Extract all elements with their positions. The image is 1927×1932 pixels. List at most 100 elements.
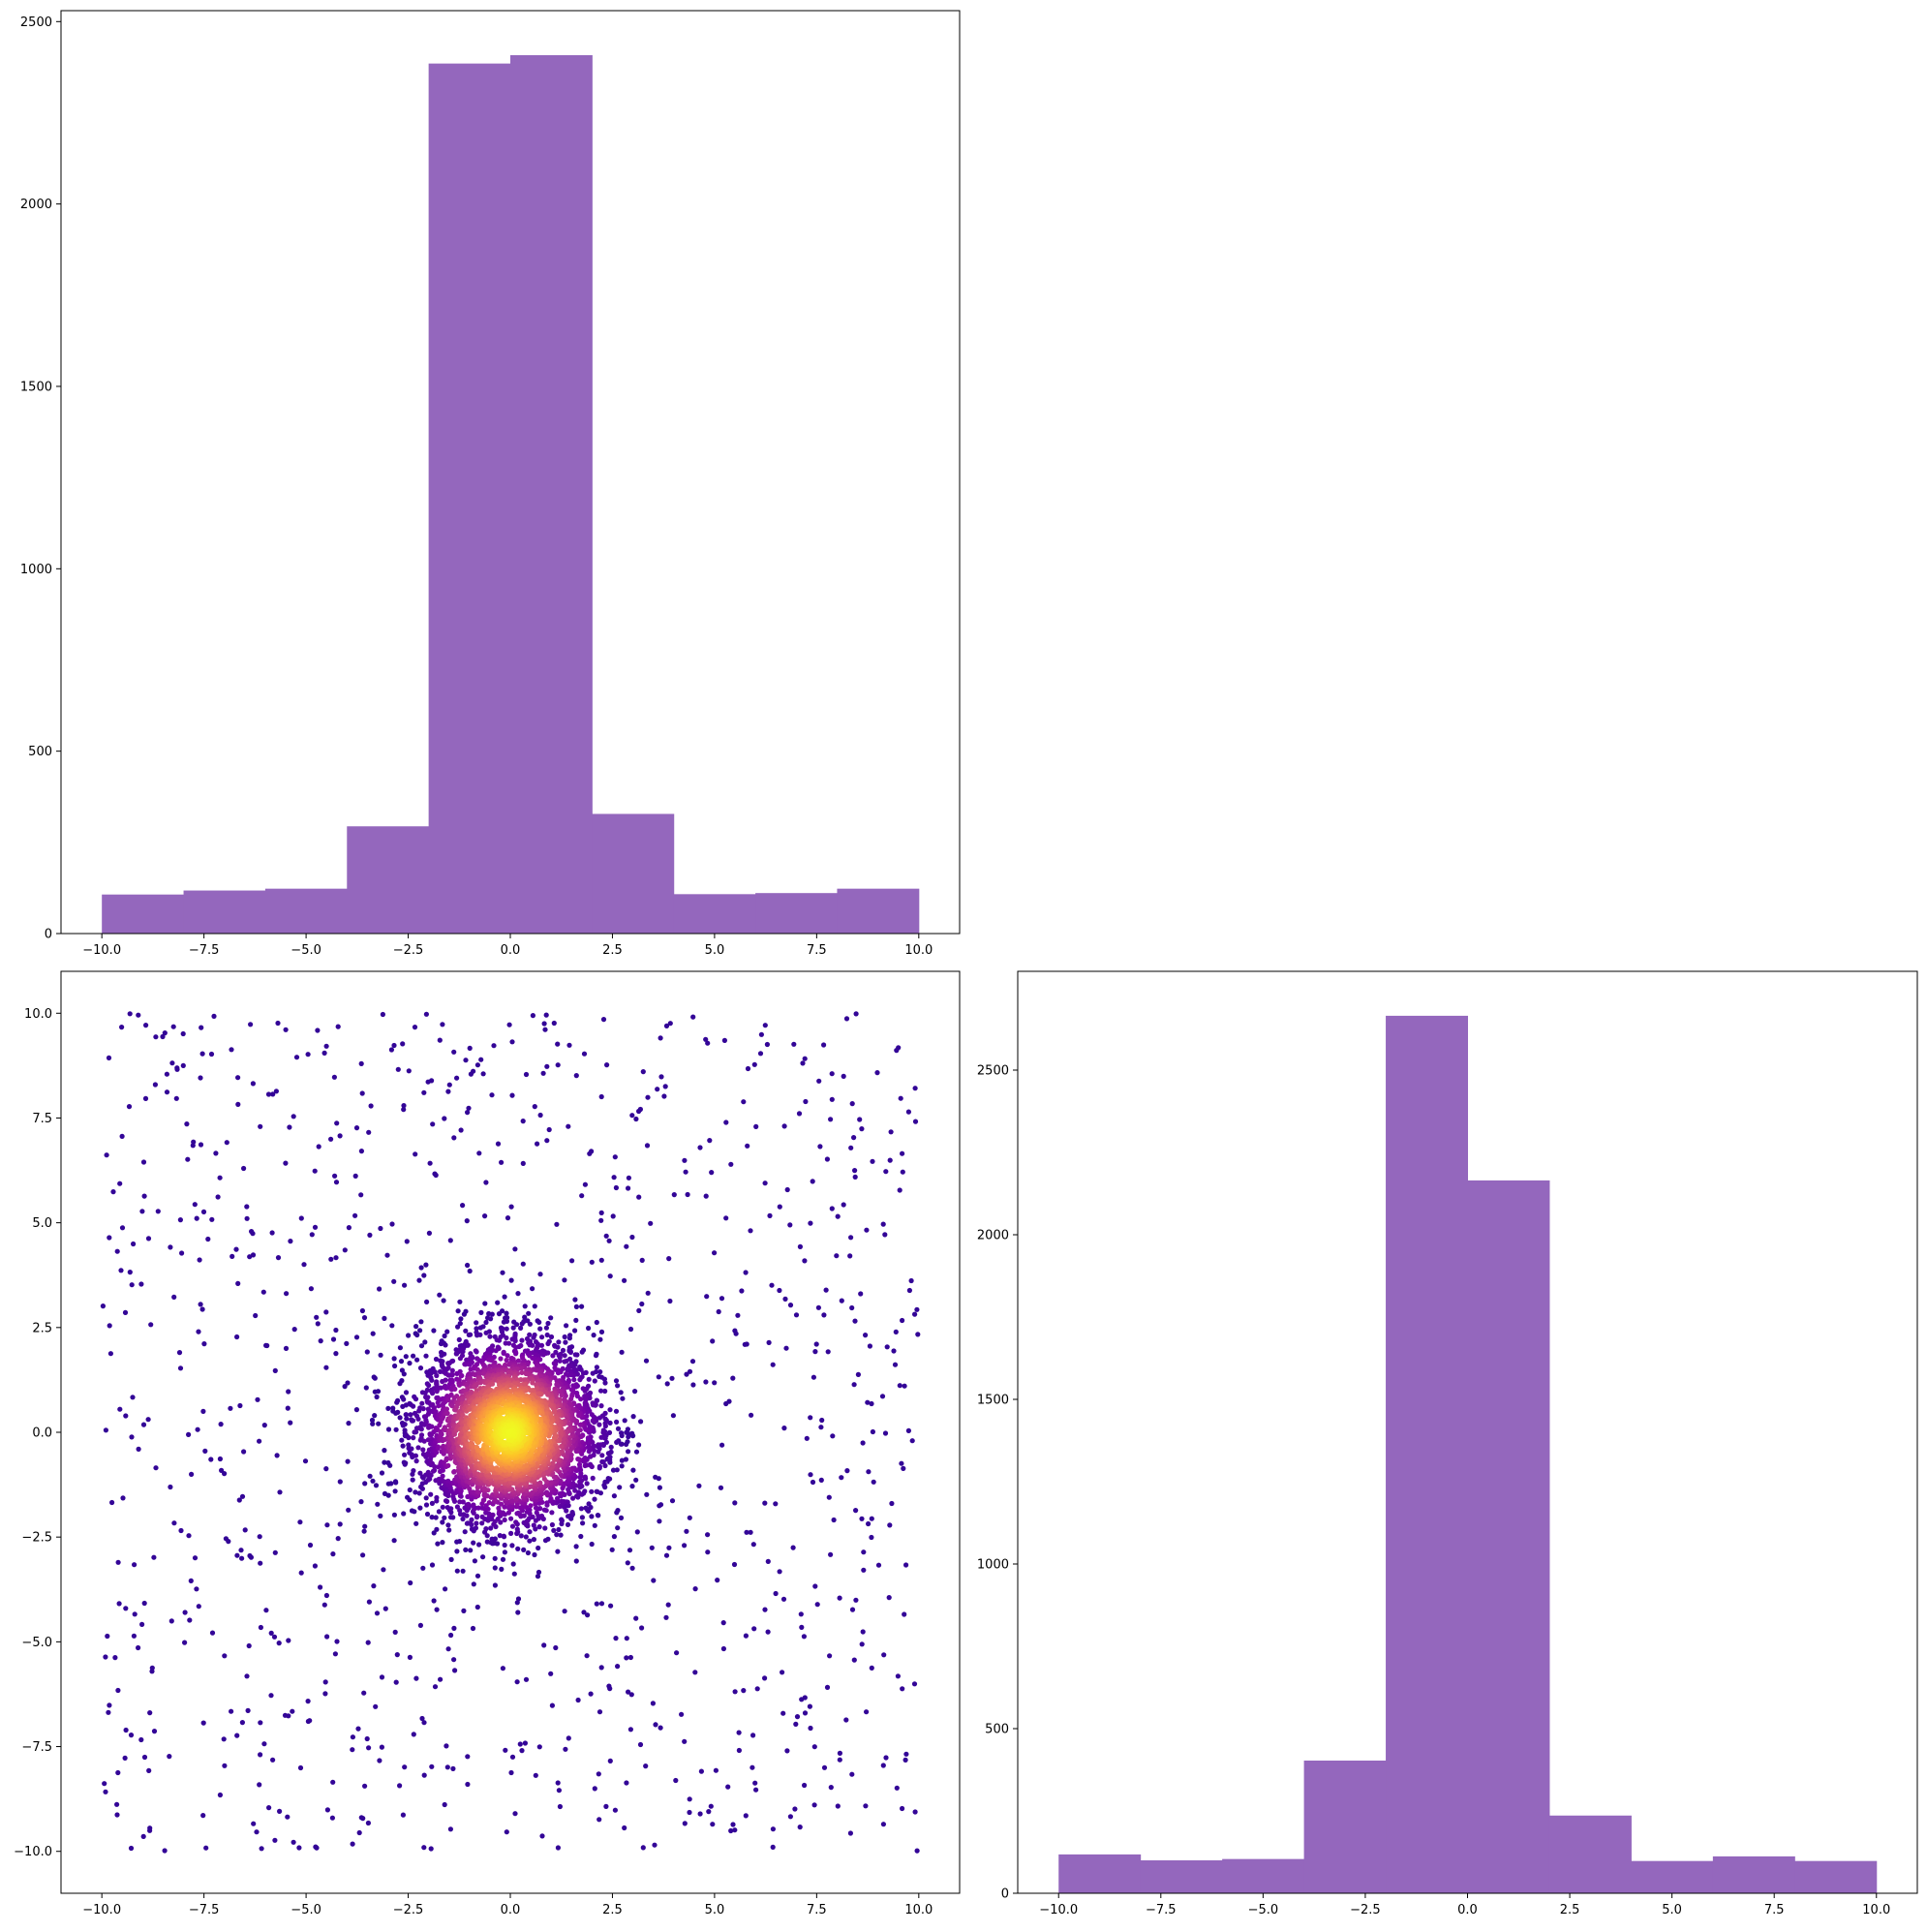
scatter-point	[511, 1561, 516, 1566]
scatter-point	[457, 1337, 462, 1342]
scatter-point	[392, 1364, 397, 1368]
scatter-point	[102, 1781, 107, 1786]
scatter-point	[763, 1023, 768, 1027]
scatter-point	[475, 1574, 480, 1579]
top-histogram-ytick-label: 1500	[20, 380, 52, 394]
scatter-point	[463, 1548, 468, 1552]
scatter-point	[422, 1773, 427, 1778]
scatter-point	[402, 1371, 407, 1376]
scatter-point	[153, 1082, 158, 1087]
scatter-point	[825, 1685, 830, 1690]
scatter-point	[585, 1481, 590, 1486]
scatter-point	[629, 1113, 634, 1118]
scatter-point	[243, 1527, 248, 1532]
scatter-point	[788, 1303, 793, 1307]
scatter-point	[900, 1151, 904, 1156]
scatter-point	[657, 1518, 661, 1523]
scatter-point	[167, 1754, 171, 1759]
scatter-point	[313, 1225, 318, 1230]
scatter-point	[666, 1256, 671, 1261]
scatter-point	[411, 1404, 415, 1409]
scatter-point	[487, 1334, 492, 1339]
top-histogram-bar	[592, 813, 674, 934]
scatter-point	[189, 1579, 194, 1583]
scatter-point	[682, 1543, 687, 1548]
scatter-point	[407, 1068, 412, 1073]
scatter-point	[828, 1552, 833, 1557]
scatter-point	[200, 1409, 205, 1414]
scatter-point	[579, 1506, 584, 1511]
top-histogram-ytick-label: 500	[28, 745, 52, 759]
scatter-point	[426, 1080, 431, 1085]
scatter-point	[576, 1413, 581, 1418]
scatter-point	[743, 1342, 748, 1347]
scatter-point	[438, 1038, 443, 1043]
scatter-point	[114, 1812, 119, 1817]
scatter-point	[619, 1516, 624, 1520]
scatter-point	[859, 1126, 864, 1131]
scatter-point	[216, 1194, 221, 1199]
scatter-point	[871, 1429, 875, 1434]
scatter-point	[889, 1501, 894, 1506]
scatter-point	[365, 1736, 370, 1741]
scatter-point	[545, 1537, 550, 1542]
scatter-point	[574, 1073, 579, 1078]
scatter-point	[852, 1658, 857, 1663]
scatter-point	[910, 1438, 915, 1443]
scatter-point	[624, 1655, 628, 1660]
scatter-point	[112, 1655, 117, 1660]
scatter-point	[503, 1518, 507, 1522]
scatter-point	[381, 1567, 385, 1572]
scatter-point	[521, 1262, 526, 1267]
scatter-point	[526, 1311, 531, 1316]
scatter-point	[596, 1374, 601, 1379]
scatter-point	[780, 1670, 784, 1674]
scatter-point	[868, 1343, 872, 1348]
top-histogram-bar	[102, 895, 184, 934]
scatter-point	[459, 1127, 464, 1132]
scatter-point	[178, 1365, 183, 1370]
scatter-point	[891, 1348, 896, 1353]
scatter-point	[595, 1365, 599, 1369]
scatter-point	[496, 1142, 501, 1147]
scatter-point	[136, 1013, 140, 1018]
scatter-point	[844, 1468, 849, 1473]
scatter-point	[709, 1170, 714, 1175]
scatter-point	[802, 1783, 807, 1788]
scatter-point	[197, 1604, 201, 1609]
top-histogram-bar	[429, 64, 511, 934]
scatter-point	[557, 1788, 562, 1793]
scatter-point	[574, 1558, 579, 1563]
scatter-point	[493, 1582, 498, 1587]
scatter-point	[549, 1334, 554, 1339]
scatter-point	[563, 1334, 567, 1339]
scatter-point	[503, 1549, 507, 1554]
scatter-point	[710, 1338, 715, 1343]
scatter-point	[752, 1062, 757, 1067]
scatter-point	[515, 1547, 520, 1551]
scatter-point	[766, 1559, 771, 1564]
scatter-point	[498, 1533, 503, 1538]
scatter-point	[366, 1130, 371, 1135]
scatter-point	[354, 1334, 359, 1339]
scatter-point	[284, 1346, 289, 1351]
scatter-point	[748, 1228, 752, 1233]
scatter-point	[198, 1075, 202, 1080]
scatter-point	[128, 1011, 133, 1016]
scatter-point	[594, 1353, 598, 1358]
scatter-point	[491, 1043, 496, 1048]
scatter-point	[560, 1393, 565, 1397]
top-histogram-bar	[674, 894, 756, 934]
scatter-point	[461, 1569, 466, 1574]
scatter-point	[428, 1492, 433, 1497]
scatter-point	[698, 1811, 703, 1816]
scatter-point	[380, 1674, 384, 1679]
scatter-point	[142, 1194, 147, 1199]
scatter-point	[596, 1771, 601, 1776]
scatter-point	[840, 1299, 844, 1303]
scatter-point	[138, 1737, 143, 1742]
scatter-point	[394, 1680, 399, 1685]
scatter-point	[123, 1756, 128, 1761]
scatter-point	[635, 1529, 640, 1534]
scatter-point	[882, 1232, 887, 1237]
